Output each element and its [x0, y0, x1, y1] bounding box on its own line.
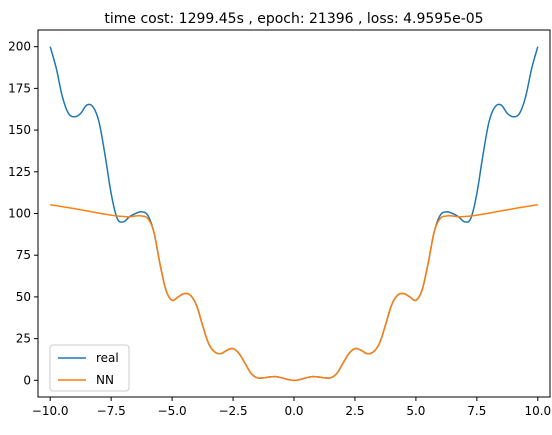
y-tick-label: 100 [8, 207, 31, 221]
legend: real NN [50, 345, 129, 391]
x-tick-label: 10.0 [524, 404, 551, 418]
chart-title: time cost: 1299.45s , epoch: 21396 , los… [104, 11, 483, 27]
legend-label-nn: NN [96, 373, 114, 387]
x-tick-label: 5.0 [406, 404, 425, 418]
y-tick-label: 125 [8, 165, 31, 179]
y-tick-label: 200 [8, 40, 31, 54]
y-tick-label: 150 [8, 123, 31, 137]
y-tick-label: 175 [8, 81, 31, 95]
y-tick-label: 0 [23, 373, 31, 387]
x-tick-label: −5.0 [158, 404, 187, 418]
legend-label-real: real [96, 351, 119, 365]
x-tick-label: 0.0 [284, 404, 303, 418]
x-tick-label: −7.5 [97, 404, 126, 418]
y-tick-label: 75 [16, 248, 31, 262]
x-tick-label: 2.5 [345, 404, 364, 418]
y-tick-label: 25 [16, 332, 31, 346]
x-tick-label: −2.5 [218, 404, 247, 418]
y-tick-label: 50 [16, 290, 31, 304]
x-tick-label: −10.0 [32, 404, 69, 418]
x-tick-label: 7.5 [467, 404, 486, 418]
